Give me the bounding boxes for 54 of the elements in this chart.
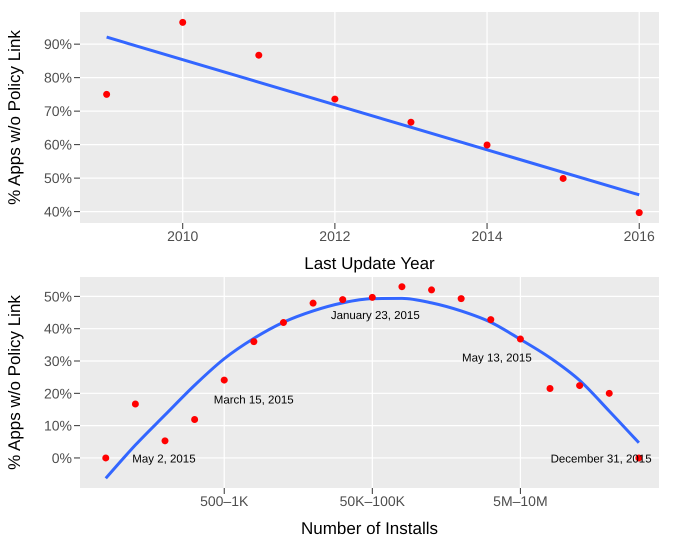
point xyxy=(407,118,414,126)
point xyxy=(191,416,198,423)
y-tick-label: 40% xyxy=(44,320,72,337)
point xyxy=(339,296,346,304)
y-tick-label: 0% xyxy=(52,450,72,466)
y-tick-label: 20% xyxy=(44,385,72,402)
x-tick-label: 50K–100K xyxy=(340,492,406,509)
point xyxy=(103,90,110,98)
y-tick-label: 10% xyxy=(44,418,72,434)
y-tick-label: 40% xyxy=(44,204,72,220)
point xyxy=(546,384,554,392)
point xyxy=(162,437,168,444)
x-tick-label: 5M–10M xyxy=(493,492,548,509)
annotation: December 31, 2015 xyxy=(550,454,652,466)
annotation: May 13, 2015 xyxy=(462,352,532,364)
y-tick-label: 50% xyxy=(44,170,72,186)
x-tick-label: 2012 xyxy=(319,228,351,244)
point xyxy=(487,316,494,324)
x-tick-label: 2016 xyxy=(624,228,655,244)
point xyxy=(102,454,110,462)
point xyxy=(179,18,186,26)
point xyxy=(560,174,567,182)
y-axis-title: % Apps w/o Policy Link xyxy=(5,30,24,205)
x-tick-label: 2014 xyxy=(471,228,503,244)
point xyxy=(516,336,524,343)
y-tick-label: 60% xyxy=(44,136,72,153)
point xyxy=(250,338,258,346)
point xyxy=(220,376,228,384)
point xyxy=(310,300,317,307)
point xyxy=(636,209,643,216)
y-tick-label: 70% xyxy=(44,103,72,120)
annotation: March 15, 2015 xyxy=(214,394,294,406)
y-axis-title: % Apps w/o Policy Link xyxy=(5,294,24,470)
annotation: January 23, 2015 xyxy=(330,310,420,322)
point xyxy=(255,52,262,59)
y-tick-label: 90% xyxy=(44,36,72,52)
point xyxy=(331,96,338,103)
annotation: May 2, 2015 xyxy=(132,454,196,466)
point xyxy=(428,286,436,294)
point xyxy=(368,294,376,301)
point xyxy=(280,319,287,326)
point xyxy=(132,400,139,408)
y-tick-label: 80% xyxy=(44,70,72,86)
point xyxy=(606,390,613,397)
x-axis-title: Last Update Year xyxy=(304,254,436,273)
point xyxy=(576,382,584,390)
y-tick-label: 30% xyxy=(44,352,72,369)
y-tick-label: 50% xyxy=(44,288,72,304)
point xyxy=(398,283,406,290)
point xyxy=(458,295,465,302)
x-axis-title: Number of Installs xyxy=(301,519,438,538)
point xyxy=(484,141,491,148)
x-tick-label: 500–1K xyxy=(200,492,250,509)
x-tick-label: 2010 xyxy=(167,228,198,244)
